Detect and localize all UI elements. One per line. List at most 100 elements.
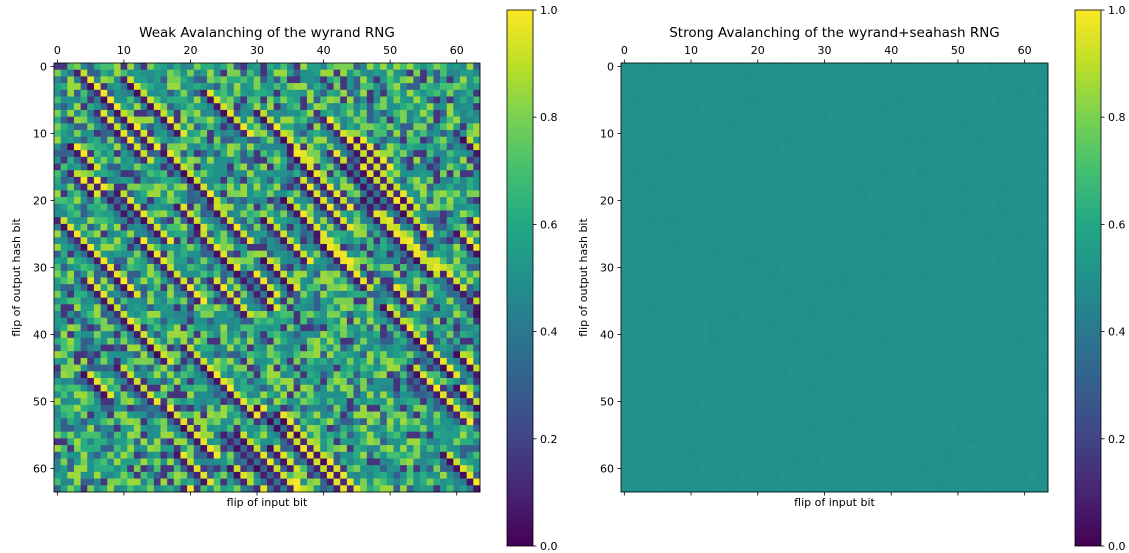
heatmap-cell [80,257,88,265]
heatmap-cell [707,69,715,77]
heatmap-cell [420,243,428,251]
heatmap-cell [333,76,341,84]
heatmap-cell [1041,116,1049,124]
heatmap-cell [446,357,454,365]
heatmap-cell [947,130,955,138]
heatmap-cell [413,304,421,312]
heatmap-cell [233,465,241,473]
heatmap-cell [473,364,481,372]
heatmap-cell [453,223,461,231]
heatmap-cell [366,83,374,91]
heatmap-cell [794,116,802,124]
heatmap-cell [147,431,155,439]
heatmap-cell [286,217,294,225]
heatmap-cell [841,69,849,77]
heatmap-cell [100,391,108,399]
heatmap-cell [300,344,308,352]
heatmap-cell [707,143,715,151]
heatmap-cell [87,471,95,479]
heatmap-cell [453,143,461,151]
heatmap-cell [841,103,849,111]
heatmap-cell [107,203,115,211]
heatmap-cell [93,123,101,131]
heatmap-cell [120,451,128,459]
heatmap-cell [393,391,401,399]
heatmap-cell [787,116,795,124]
heatmap-cell [360,331,368,339]
heatmap-cell [340,458,348,466]
heatmap-cell [466,257,474,265]
heatmap-cell [180,163,188,171]
heatmap-cell [346,96,354,104]
heatmap-cell [406,230,414,238]
heatmap-cell [100,277,108,285]
heatmap-cell [100,431,108,439]
heatmap-cell [747,103,755,111]
heatmap-cell [747,143,755,151]
heatmap-cell [227,203,235,211]
heatmap-cell [273,418,281,426]
heatmap-cell [247,190,254,198]
heatmap-cell [1027,116,1035,124]
heatmap-cell [340,324,348,332]
heatmap-cell [180,471,188,479]
heatmap-cell [473,183,481,191]
heatmap-cell [113,458,121,466]
heatmap-cell [466,123,474,131]
heatmap-cell [400,364,408,372]
heatmap-cell [167,250,175,258]
heatmap-cell [426,471,434,479]
heatmap-cell [140,270,148,278]
heatmap-cell [801,103,809,111]
heatmap-cell [113,203,121,211]
heatmap-cell [113,130,121,138]
heatmap-cell [420,311,428,319]
heatmap-cell [300,438,308,446]
heatmap-cell [413,337,421,345]
heatmap-cell [113,223,121,231]
heatmap-cell [253,344,261,352]
heatmap-cell [333,297,341,305]
heatmap-cell [393,96,401,104]
heatmap-cell [320,297,328,305]
heatmap-cell [167,384,175,392]
heatmap-cell [413,451,421,459]
heatmap-cell [253,183,261,191]
heatmap-cell [326,243,334,251]
heatmap-cell [801,76,809,84]
heatmap-cell [433,217,441,225]
heatmap-cell [93,63,101,70]
heatmap-cell [286,116,294,124]
heatmap-cell [440,384,448,392]
heatmap-cell [120,391,128,399]
heatmap-cell [360,237,368,245]
heatmap-cell [133,203,141,211]
heatmap-cell [801,109,809,117]
heatmap-cell [233,451,241,459]
heatmap-cell [947,89,955,97]
heatmap-cell [233,83,241,91]
heatmap-cell [460,364,467,372]
heatmap-cell [140,190,148,198]
heatmap-cell [754,123,762,131]
heatmap-cell [220,223,228,231]
heatmap-cell [674,96,682,104]
heatmap-cell [280,109,288,117]
heatmap-cell [466,130,474,138]
heatmap-cell [433,109,441,117]
heatmap-cell [207,109,215,117]
heatmap-cell [213,424,221,432]
heatmap-cell [987,103,995,111]
heatmap-cell [440,230,448,238]
heatmap-cell [413,411,421,419]
heatmap-cell [167,243,175,251]
heatmap-cell [173,123,181,131]
heatmap-cell [107,324,115,332]
heatmap-cell [73,170,81,178]
heatmap-cell [460,337,467,345]
heatmap-cell [193,270,201,278]
heatmap-cell [253,304,261,312]
heatmap-cell [280,304,288,312]
heatmap-cell [460,176,467,184]
heatmap-cell [326,391,334,399]
